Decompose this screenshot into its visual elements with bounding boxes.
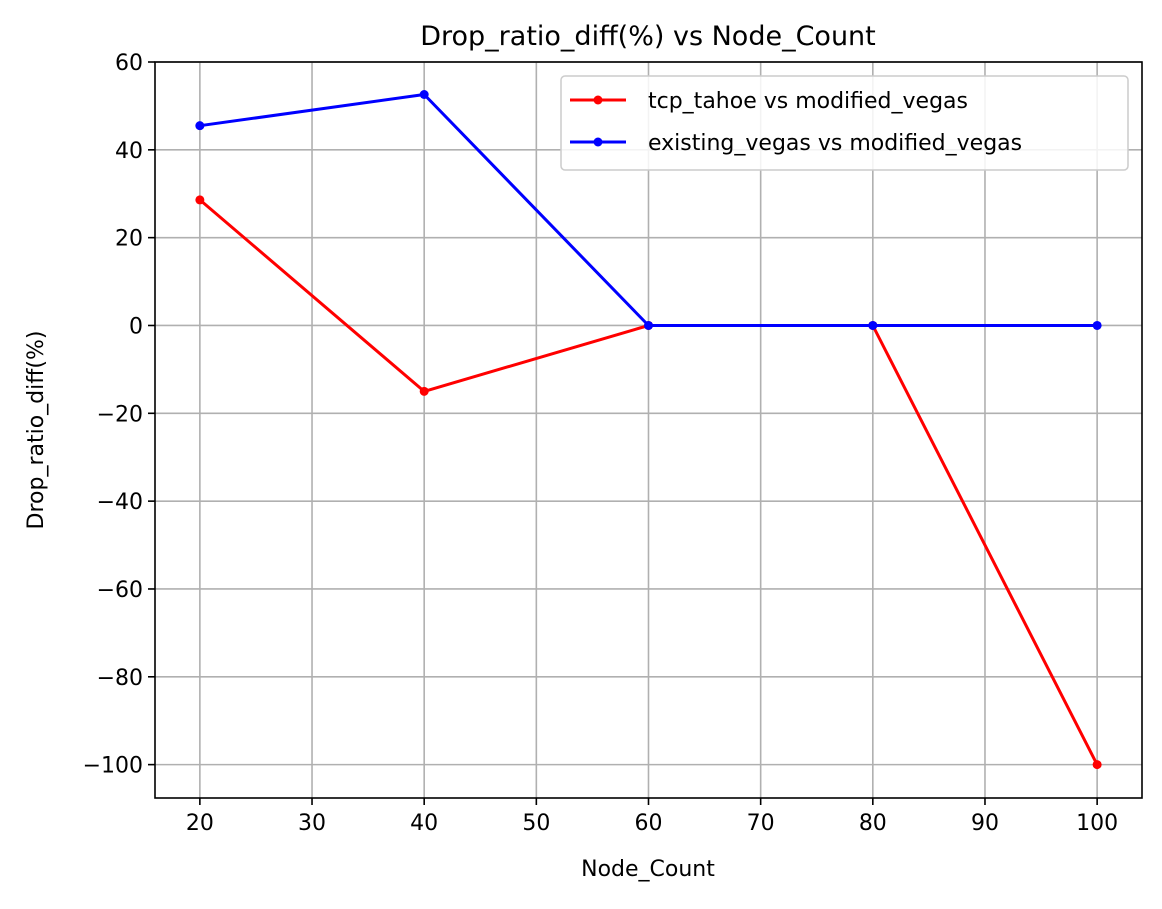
- legend: tcp_tahoe vs modified_vegas existing_veg…: [560, 75, 1129, 171]
- y-tick-label: −20: [97, 402, 143, 427]
- legend-label-tcp-tahoe: tcp_tahoe vs modified_vegas: [648, 89, 968, 114]
- data-point: [419, 89, 429, 99]
- data-point: [195, 195, 205, 205]
- data-point: [1092, 320, 1102, 330]
- y-tick-label: 60: [115, 51, 143, 76]
- y-tick-label: −80: [97, 666, 143, 691]
- data-point: [419, 386, 429, 396]
- y-axis-label: Drop_ratio_diff(%): [24, 331, 49, 530]
- x-axis-label: Node_Count: [581, 857, 715, 882]
- y-tick-label: −100: [83, 754, 143, 779]
- x-axis-ticks: 20 30 40 50 60 70 80 90 100: [186, 798, 1118, 836]
- x-tick-label: 70: [747, 811, 775, 836]
- y-tick-label: 20: [115, 227, 143, 252]
- legend-marker-tcp-tahoe: [593, 95, 603, 105]
- x-tick-label: 50: [522, 811, 550, 836]
- data-point: [1092, 760, 1102, 770]
- legend-label-existing-vegas: existing_vegas vs modified_vegas: [648, 131, 1022, 156]
- y-tick-label: −40: [97, 490, 143, 515]
- x-tick-label: 60: [635, 811, 663, 836]
- data-point: [868, 320, 878, 330]
- x-tick-label: 80: [859, 811, 887, 836]
- x-tick-label: 20: [186, 811, 214, 836]
- legend-box: [560, 75, 1129, 171]
- x-tick-label: 90: [971, 811, 999, 836]
- y-tick-label: −60: [97, 578, 143, 603]
- data-series: [195, 89, 1102, 770]
- y-tick-label: 40: [115, 139, 143, 164]
- y-tick-label: 0: [129, 314, 143, 339]
- legend-marker-existing-vegas: [593, 137, 603, 147]
- data-point: [195, 121, 205, 131]
- x-tick-label: 100: [1076, 811, 1118, 836]
- y-axis-ticks: −100 −80 −60 −40 −20 0 20 40 60: [83, 51, 155, 779]
- x-tick-label: 30: [298, 811, 326, 836]
- chart-title: Drop_ratio_diff(%) vs Node_Count: [420, 21, 876, 52]
- x-tick-label: 40: [410, 811, 438, 836]
- data-point: [644, 320, 653, 330]
